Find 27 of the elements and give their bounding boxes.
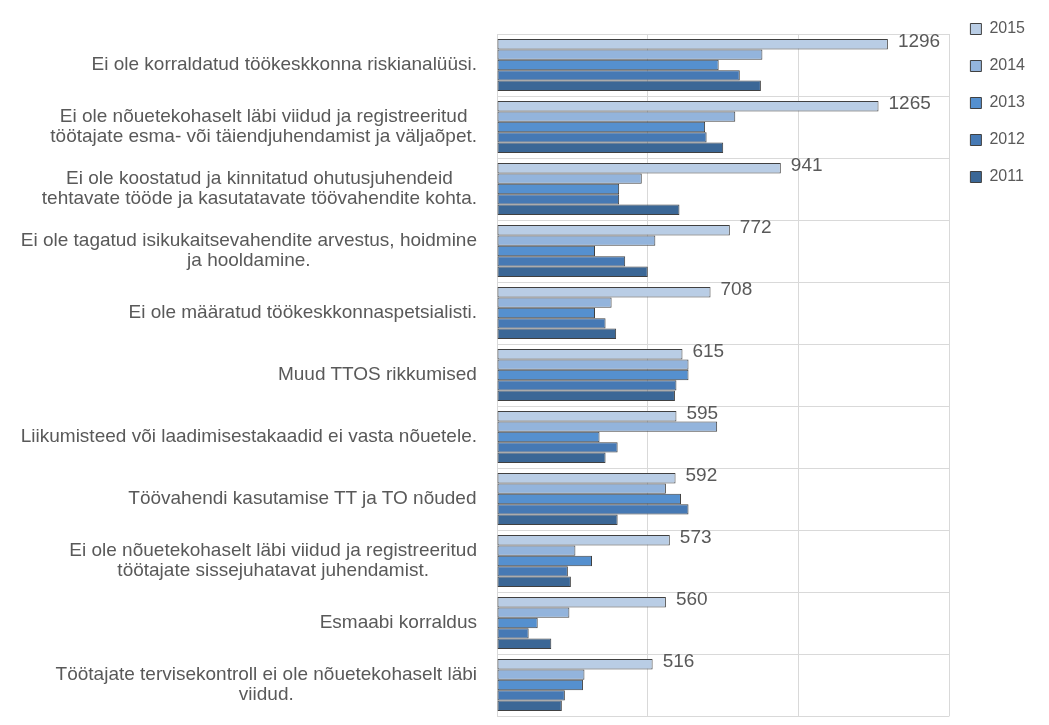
y-tick-label: Töötajate tervisekontroll ei ole nõuetekohaselt läbi viidud. (55, 663, 478, 705)
data-label: 573 (679, 526, 712, 548)
y-tick-label: Ei ole korraldatud töökeskkonna riskianalüüsi. (91, 53, 477, 75)
legend-label: 2011 (989, 167, 1024, 185)
data-label: 516 (662, 650, 695, 672)
data-label: 772 (739, 216, 772, 238)
y-tick-label: Ei ole nõuetekohaselt läbi viidud ja registreeritud töötajate esma- või täiendjuhendamist ja väljaõpet. (50, 105, 477, 147)
data-label: 592 (685, 464, 718, 486)
y-tick-label: Muud TTOS rikkumised (277, 363, 477, 385)
legend-label: 2012 (989, 130, 1026, 148)
legend-label: 2015 (989, 19, 1026, 37)
data-label: 941 (790, 154, 823, 176)
data-label: 708 (720, 278, 753, 300)
data-label: 595 (686, 402, 719, 424)
data-label: 615 (692, 340, 725, 362)
y-tick-label: Ei ole määratud töökeskkonnaspetsialisti. (128, 301, 477, 323)
legend-label: 2014 (989, 56, 1026, 74)
legend-label: 2013 (989, 93, 1026, 111)
y-tick-label: Töövahendi kasutamise TT ja TO nõuded (128, 487, 477, 509)
y-tick-label: Ei ole tagatud isikukaitsevahendite arvestus, hoidmine ja hooldamine. (20, 229, 478, 271)
y-tick-label: Esmaabi korraldus (319, 611, 477, 633)
y-tick-label: Ei ole nõuetekohaselt läbi viidud ja registreeritud töötajate sissejuhatavat juhendamist. (69, 539, 478, 581)
y-tick-label: Liikumisteed või laadimisestakaadid ei vasta nõuetele. (20, 425, 477, 447)
data-label: 1265 (888, 92, 931, 114)
data-label: 1296 (897, 30, 941, 52)
y-tick-label: Ei ole koostatud ja kinnitatud ohutusjuhendeid tehtavate tööde ja kasutatavate töövahendite kohta. (41, 167, 477, 209)
data-label: 560 (675, 588, 708, 610)
